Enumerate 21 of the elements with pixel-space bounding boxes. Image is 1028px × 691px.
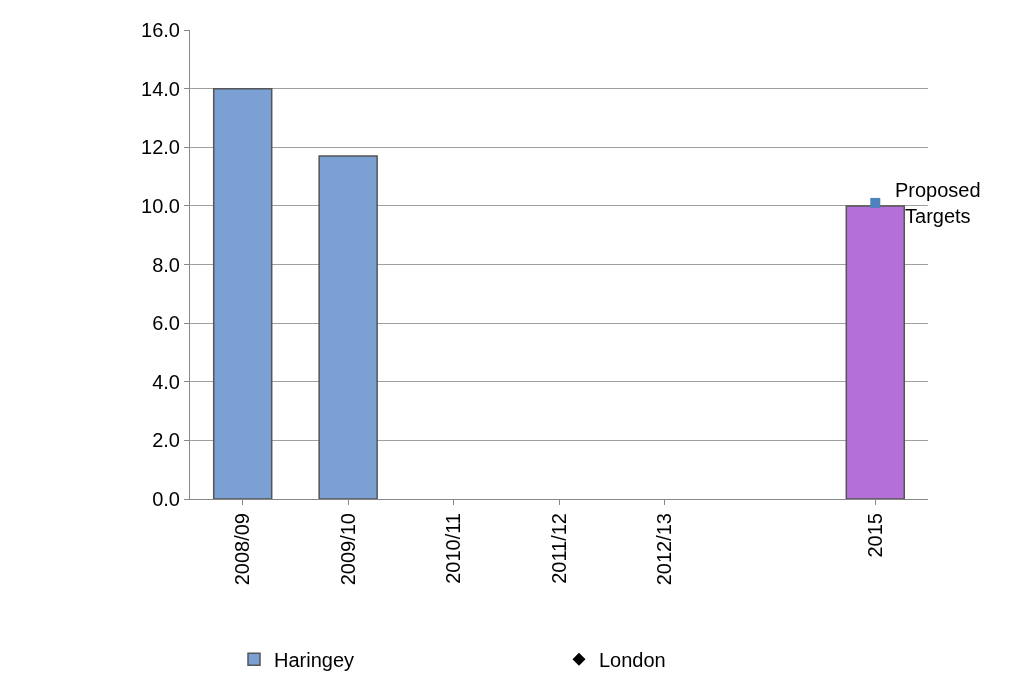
- y-tick-label: 4.0: [152, 370, 180, 393]
- x-tick-label: 2011/12: [547, 513, 570, 584]
- y-tick-label: 0.0: [152, 488, 180, 510]
- bar: [845, 205, 906, 499]
- bar: [212, 87, 273, 499]
- x-tick-label: 2008/09: [231, 513, 254, 586]
- legend-label: Haringey: [274, 649, 355, 671]
- y-tick-label: 8.0: [152, 253, 180, 276]
- x-tick-label: 2015: [863, 513, 886, 558]
- annotation: Proposed Targets: [895, 179, 981, 227]
- y-tick-label: 10.0: [141, 194, 180, 217]
- y-tick-label: 12.0: [141, 136, 180, 159]
- legend-label: London: [599, 649, 666, 671]
- x-tick-label: 2012/13: [652, 513, 675, 586]
- y-tick-label: 6.0: [152, 312, 180, 335]
- y-tick-label: 2.0: [152, 429, 180, 452]
- bar: [318, 155, 378, 499]
- y-tick-label: 14.0: [141, 77, 180, 100]
- x-tick-label: 2010/11: [442, 513, 465, 584]
- x-tick-label: 2009/10: [336, 513, 359, 586]
- y-tick-label: 16.0: [141, 19, 180, 41]
